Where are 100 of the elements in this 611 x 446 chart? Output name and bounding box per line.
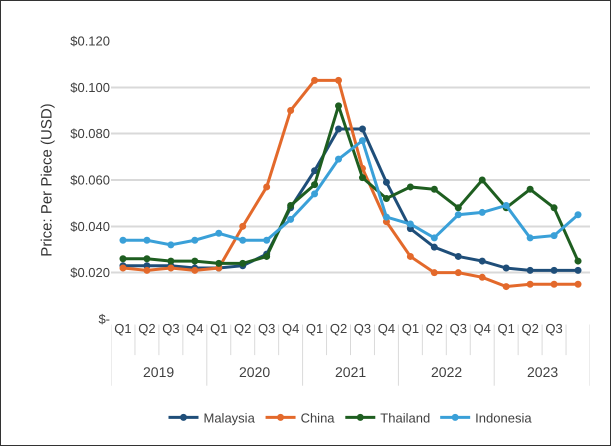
point [239,236,246,244]
point [358,137,366,144]
point [382,214,390,221]
x-tick-label: Q4 [282,321,300,336]
text: 2020 [239,364,270,380]
point [502,202,510,209]
legend-label: Thailand [380,410,430,426]
point [478,176,486,184]
x-tick-label: Q4 [474,321,491,336]
legend-label: Indonesia [475,410,532,426]
text: 2023 [527,364,558,380]
x-tick-label: Q2 [330,321,348,336]
x-tick-label: Q3 [450,321,467,336]
point [526,186,534,193]
x-tick-label: Q1 [498,321,515,336]
point [526,234,534,242]
point [358,174,366,182]
point [143,266,150,274]
point [167,258,174,265]
point [335,156,342,163]
point [215,230,222,237]
x-tick-label: Q3 [258,321,276,336]
x-tick-label: Q4 [378,321,396,336]
y-axis-title: Price: Per Piece (USD) [38,103,56,257]
y-tick-label: $0.080 [70,126,110,142]
point [335,126,342,133]
point [550,266,558,274]
point [119,236,126,244]
point [382,195,390,202]
point [335,76,342,84]
point [478,258,486,265]
point [454,269,462,276]
point [119,264,126,272]
point [191,236,198,244]
x-tick-label: Q2 [234,321,252,336]
point [119,255,126,262]
point [574,258,582,265]
point [430,269,438,276]
point [263,183,270,190]
point [143,236,150,244]
x-tick-label: Q3 [354,321,372,336]
point [430,186,438,193]
point [287,202,294,209]
y-tick-label: $0.060 [70,172,110,188]
text: 2022 [431,364,462,380]
point [574,266,582,274]
x-tick-label: Q3 [162,321,180,336]
point [478,274,486,281]
point [239,222,246,230]
point [143,255,150,262]
x-tick-label: Q4 [186,321,204,336]
point [311,76,318,84]
point [215,260,222,267]
x-tick-label: Q1 [306,321,324,336]
point [526,280,534,288]
point [263,236,270,244]
point [335,102,342,110]
y-tick-label: $0.040 [70,218,110,234]
y-tick-label: $0.100 [70,80,110,95]
point [526,266,534,274]
point [287,216,294,223]
point [311,190,318,198]
x-tick-label: Q2 [138,321,156,336]
x-tick-label: Q1 [402,321,420,336]
point [167,264,174,272]
point [550,280,558,288]
point [430,234,438,242]
point [406,252,414,260]
y-tick-label: $- [98,312,110,327]
point [502,283,510,290]
point [574,211,582,218]
point [550,204,558,212]
x-tick-label: Q3 [545,321,563,336]
y-tick-label: $0.120 [70,34,110,49]
text: 2019 [143,364,174,380]
point [239,260,246,267]
point [311,181,318,188]
point [191,258,198,265]
point [406,220,414,228]
point [502,264,510,272]
point [454,252,462,260]
point [478,208,486,216]
text: 2021 [335,364,366,380]
point [167,241,174,248]
point [358,126,366,133]
point [574,280,582,288]
point [550,232,558,240]
point [454,211,462,218]
legend-label: China [300,410,336,426]
point [287,107,294,114]
point [430,244,438,251]
x-tick-label: Q1 [210,321,228,336]
point [382,178,390,186]
x-tick-label: Q2 [426,321,443,336]
y-tick-label: $0.020 [70,265,110,280]
legend-label: Malaysia [204,410,256,426]
point [454,204,462,212]
x-tick-label: Q2 [521,321,539,336]
x-tick-label: Q1 [114,321,132,336]
point [406,183,414,190]
